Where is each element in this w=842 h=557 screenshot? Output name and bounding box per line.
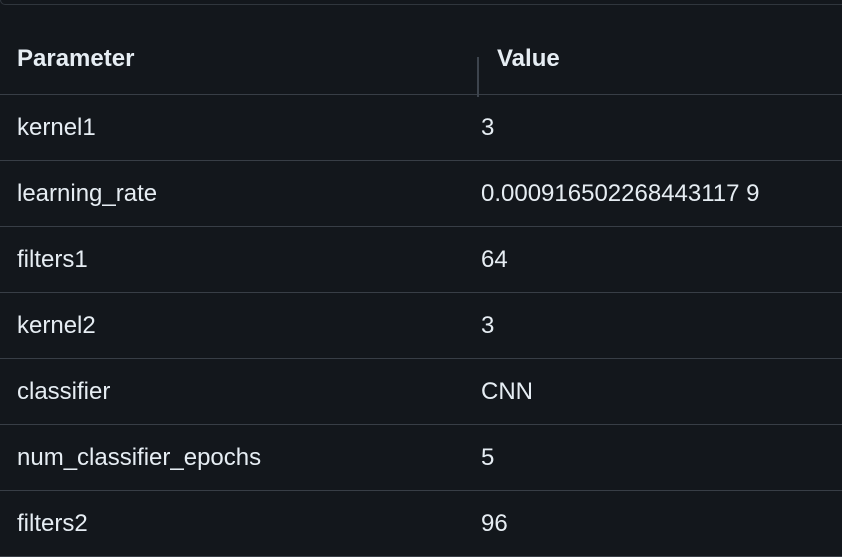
parameter-value-cell: 3	[481, 311, 495, 339]
table-row: classifier CNN	[0, 359, 842, 425]
table-row: kernel2 3	[0, 293, 842, 359]
parameters-table: Parameter Value kernel1 3 learning_rate …	[0, 24, 842, 557]
parameter-name-cell: filters2	[17, 509, 88, 537]
parameter-name-cell: num_classifier_epochs	[17, 443, 262, 471]
table-row: filters2 96	[0, 491, 842, 557]
parameter-name-cell: filters1	[17, 245, 88, 273]
table-header-row: Parameter Value	[0, 24, 842, 97]
table-row: num_classifier_epochs 5	[0, 425, 842, 491]
parameter-name-cell: kernel2	[17, 311, 96, 339]
column-header-parameter-label: Parameter	[17, 45, 135, 72]
parameter-value-cell: 0.000916502268443117 9	[481, 179, 760, 207]
container-top-frame	[0, 0, 842, 5]
column-resize-divider[interactable]	[477, 57, 479, 97]
column-header-value-label: Value	[497, 45, 560, 72]
parameter-name-cell: kernel1	[17, 113, 96, 141]
column-header-value[interactable]: Value	[481, 45, 842, 73]
parameter-value-cell: 64	[481, 245, 508, 273]
parameter-name-cell: learning_rate	[17, 179, 158, 207]
parameter-value-cell: 3	[481, 113, 495, 141]
table-row: kernel1 3	[0, 95, 842, 161]
parameter-value-cell: 5	[481, 443, 495, 471]
column-header-parameter[interactable]: Parameter	[0, 45, 481, 97]
parameter-name-cell: classifier	[17, 377, 111, 405]
table-row: learning_rate 0.000916502268443117 9	[0, 161, 842, 227]
table-row: filters1 64	[0, 227, 842, 293]
parameter-value-cell: CNN	[481, 377, 533, 405]
parameter-value-cell: 96	[481, 509, 508, 537]
